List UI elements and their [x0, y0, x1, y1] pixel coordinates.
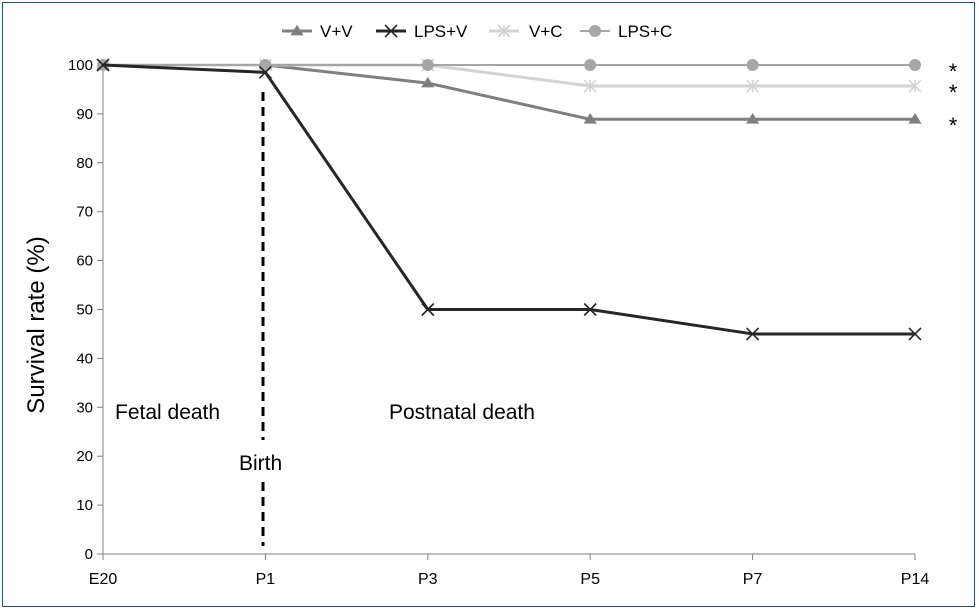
data-point [384, 24, 398, 38]
data-point [583, 302, 597, 317]
series-line [102, 63, 915, 336]
marker-stroke [746, 327, 760, 341]
marker-stroke [908, 327, 922, 341]
x-tick-label: P1 [256, 571, 276, 588]
marker-stroke [384, 24, 398, 38]
data-point [908, 79, 922, 93]
data-point [746, 327, 760, 341]
series-v-v [96, 58, 922, 124]
series-line [103, 63, 915, 121]
data-point [497, 24, 511, 38]
data-point [258, 65, 272, 79]
y-tick-label: 100 [68, 57, 93, 74]
data-point [421, 76, 435, 88]
series-lps-v [96, 58, 922, 341]
y-tick-label: 20 [76, 448, 93, 465]
y-tick-label: 30 [76, 399, 93, 416]
x-tick-label: P14 [901, 571, 930, 588]
legend: V+V LPS+V V+C LPS+C [282, 22, 672, 41]
x-tick-label: P3 [418, 571, 438, 588]
x-tick-label: P5 [580, 571, 600, 588]
y-tick-label: 90 [76, 106, 93, 123]
legend-label: LPS+C [618, 22, 672, 41]
data-point [583, 79, 597, 93]
series-layer [96, 58, 922, 341]
y-tick-label: 80 [76, 155, 93, 172]
data-point [746, 79, 760, 93]
fetal-death-label: Fetal death [115, 401, 220, 424]
data-point [908, 327, 922, 341]
data-point [290, 24, 304, 36]
legend-label: V+V [320, 22, 353, 41]
y-tick-label: 40 [76, 350, 93, 367]
data-point [909, 59, 921, 71]
legend-label: LPS+V [414, 22, 468, 41]
data-point [746, 59, 759, 71]
x-tick-label: P7 [743, 571, 763, 588]
axes: 0 10 20 30 40 50 60 70 80 90 100 E20 P1 P3 P5 P7 P14 [68, 57, 929, 588]
x-tick-label: E20 [89, 571, 118, 588]
y-tick-label: 50 [76, 302, 93, 319]
marker-stroke [258, 65, 272, 79]
legend-item-v-v: V+V [282, 22, 353, 41]
data-point [96, 58, 110, 72]
data-point [746, 113, 760, 124]
data-point [584, 59, 597, 71]
marker-stroke [583, 302, 597, 317]
significance-mark-v-c: * [949, 80, 958, 105]
y-tick-label: 70 [76, 204, 93, 221]
series-line [103, 63, 915, 88]
data-point [421, 59, 434, 71]
y-tick-label: 60 [76, 253, 93, 270]
legend-item-lps-v: LPS+V [376, 22, 468, 41]
data-point [583, 113, 597, 124]
significance-mark-lps-c: * [949, 59, 958, 84]
legend-item-v-c: V+C [489, 22, 563, 41]
marker-stroke [96, 58, 110, 72]
legend-label: V+C [529, 22, 563, 41]
data-point [589, 25, 601, 37]
data-point [259, 59, 272, 71]
significance-mark-v-v: * [949, 113, 958, 138]
y-axis-label: Survival rate (%) [23, 236, 50, 413]
y-tick-label: 10 [76, 497, 93, 514]
data-point [421, 302, 435, 317]
y-tick-label: 0 [85, 546, 93, 563]
legend-item-lps-c: LPS+C [580, 22, 672, 41]
marker-stroke [421, 302, 435, 317]
birth-label: Birth [239, 452, 282, 475]
data-point [908, 113, 922, 124]
series-v-c [96, 58, 922, 93]
postnatal-death-label: Postnatal death [389, 401, 535, 424]
